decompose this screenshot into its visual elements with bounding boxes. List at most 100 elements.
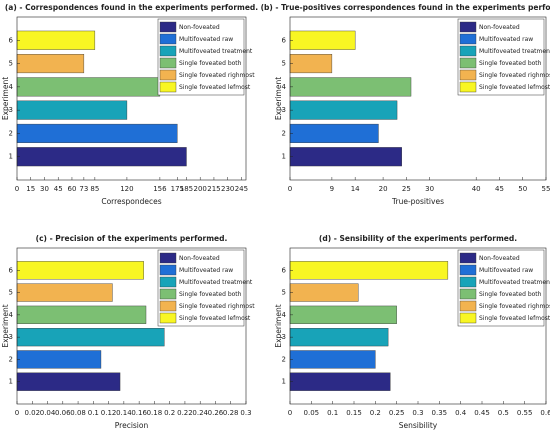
x-tick-label: 175 [171,185,184,193]
legend-label: Single foveated righmost [179,303,255,310]
bar [16,54,85,74]
bar [289,54,333,74]
y-tick-label: 6 [282,36,287,44]
legend-label: Non-foveated [479,24,520,31]
y-tick-label: 6 [9,36,14,44]
x-tick-label: 60 [67,185,76,193]
x-axis-label: Correspondeces [101,197,161,206]
y-tick-label: 2 [282,355,286,363]
x-tick-label: 0 [288,185,292,193]
bar [16,261,144,280]
x-tick-label: 0.1 [88,409,99,417]
chart-title: (c) - Precision of the experiments perfo… [36,234,228,243]
bar [16,328,165,347]
y-tick-label: 6 [9,266,14,274]
x-tick-label: 0.3 [240,409,251,417]
legend-label: Multifoveated raw [479,267,533,274]
x-tick-label: 45 [495,185,504,193]
x-tick-label: 85 [90,185,99,193]
x-axis-label: True-positives [391,197,444,206]
x-tick-label: 0.16 [131,409,147,417]
y-axis-label: Experiment [274,304,283,347]
legend-label: Single foveated lefmost [479,315,550,322]
bar [16,100,128,120]
x-tick-label: 215 [207,185,220,193]
bar [289,261,449,280]
legend-swatch [159,276,177,288]
legend-swatch [159,264,177,276]
y-axis-label: Experiment [1,304,10,347]
x-tick-label: 25 [402,185,411,193]
bar [289,147,402,167]
bar [289,305,397,324]
legend-swatch [459,252,477,264]
x-tick-label: 0.04 [40,409,56,417]
legend-label: Single foveated lefmost [479,84,550,91]
legend-swatch [459,288,477,300]
x-tick-label: 0.45 [474,409,490,417]
legend-swatch [459,21,477,33]
x-tick-label: 0.2 [164,409,175,417]
chart-title: (d) - Sensibility of the experiments per… [319,234,517,243]
x-tick-label: 0.05 [304,409,320,417]
x-tick-label: 156 [153,185,167,193]
legend-swatch [459,45,477,57]
legend-swatch [159,312,177,324]
x-tick-label: 0.08 [70,409,86,417]
legend-swatch [459,276,477,288]
bar [289,328,389,347]
legend-swatch [459,81,477,93]
x-tick-label: 0 [15,185,19,193]
x-axis-label: Precision [115,421,149,430]
y-tick-label: 5 [282,60,286,68]
y-tick-label: 1 [282,378,286,386]
y-tick-label: 5 [9,289,13,297]
x-tick-label: 0.14 [116,409,132,417]
x-tick-label: 0.5 [498,409,509,417]
bar [16,147,187,167]
bar [289,123,379,143]
x-tick-label: 30 [40,185,49,193]
x-tick-label: 45 [54,185,63,193]
x-tick-label: 185 [180,185,193,193]
bar [289,77,412,97]
x-axis-label: Sensibility [399,421,438,430]
bar [16,305,147,324]
y-tick-label: 5 [9,60,13,68]
legend-label: Multifoveated raw [479,36,533,43]
y-tick-label: 1 [9,378,13,386]
y-tick-label: 2 [9,355,13,363]
x-tick-label: 0.25 [389,409,405,417]
legend-swatch [159,81,177,93]
legend-label: Single foveated righmost [179,72,255,79]
x-tick-label: 0.26 [208,409,224,417]
bar [289,100,398,120]
legend-swatch [459,300,477,312]
legend-label: Non-foveated [179,24,220,31]
x-tick-label: 20 [379,185,388,193]
x-tick-label: 73 [79,185,88,193]
legend-label: Multifoveated treatment [479,48,550,55]
legend-label: Non-foveated [479,255,520,262]
plot-frame [16,247,247,405]
y-tick-label: 4 [9,311,14,319]
x-tick-label: 30 [425,185,434,193]
legend-swatch [159,69,177,81]
subplot: 1 2 3 4 5 6 0 0.05 0.1 0.15 0.2 0.25 0.3 0.35 0.4 0.45 0… [274,234,550,430]
plot-frame [16,16,247,181]
x-tick-label: 120 [120,185,133,193]
legend-swatch [159,252,177,264]
legend-swatch [459,264,477,276]
y-tick-label: 4 [9,83,14,91]
bar [16,30,96,50]
legend-swatch [459,57,477,69]
legend-label: Single foveated both [479,291,542,298]
legend-swatch [159,57,177,69]
x-tick-label: 0.35 [432,409,448,417]
chart-title: (b) - True-positives correspondences fou… [261,3,550,12]
y-tick-label: 6 [282,266,287,274]
bar [289,283,359,302]
